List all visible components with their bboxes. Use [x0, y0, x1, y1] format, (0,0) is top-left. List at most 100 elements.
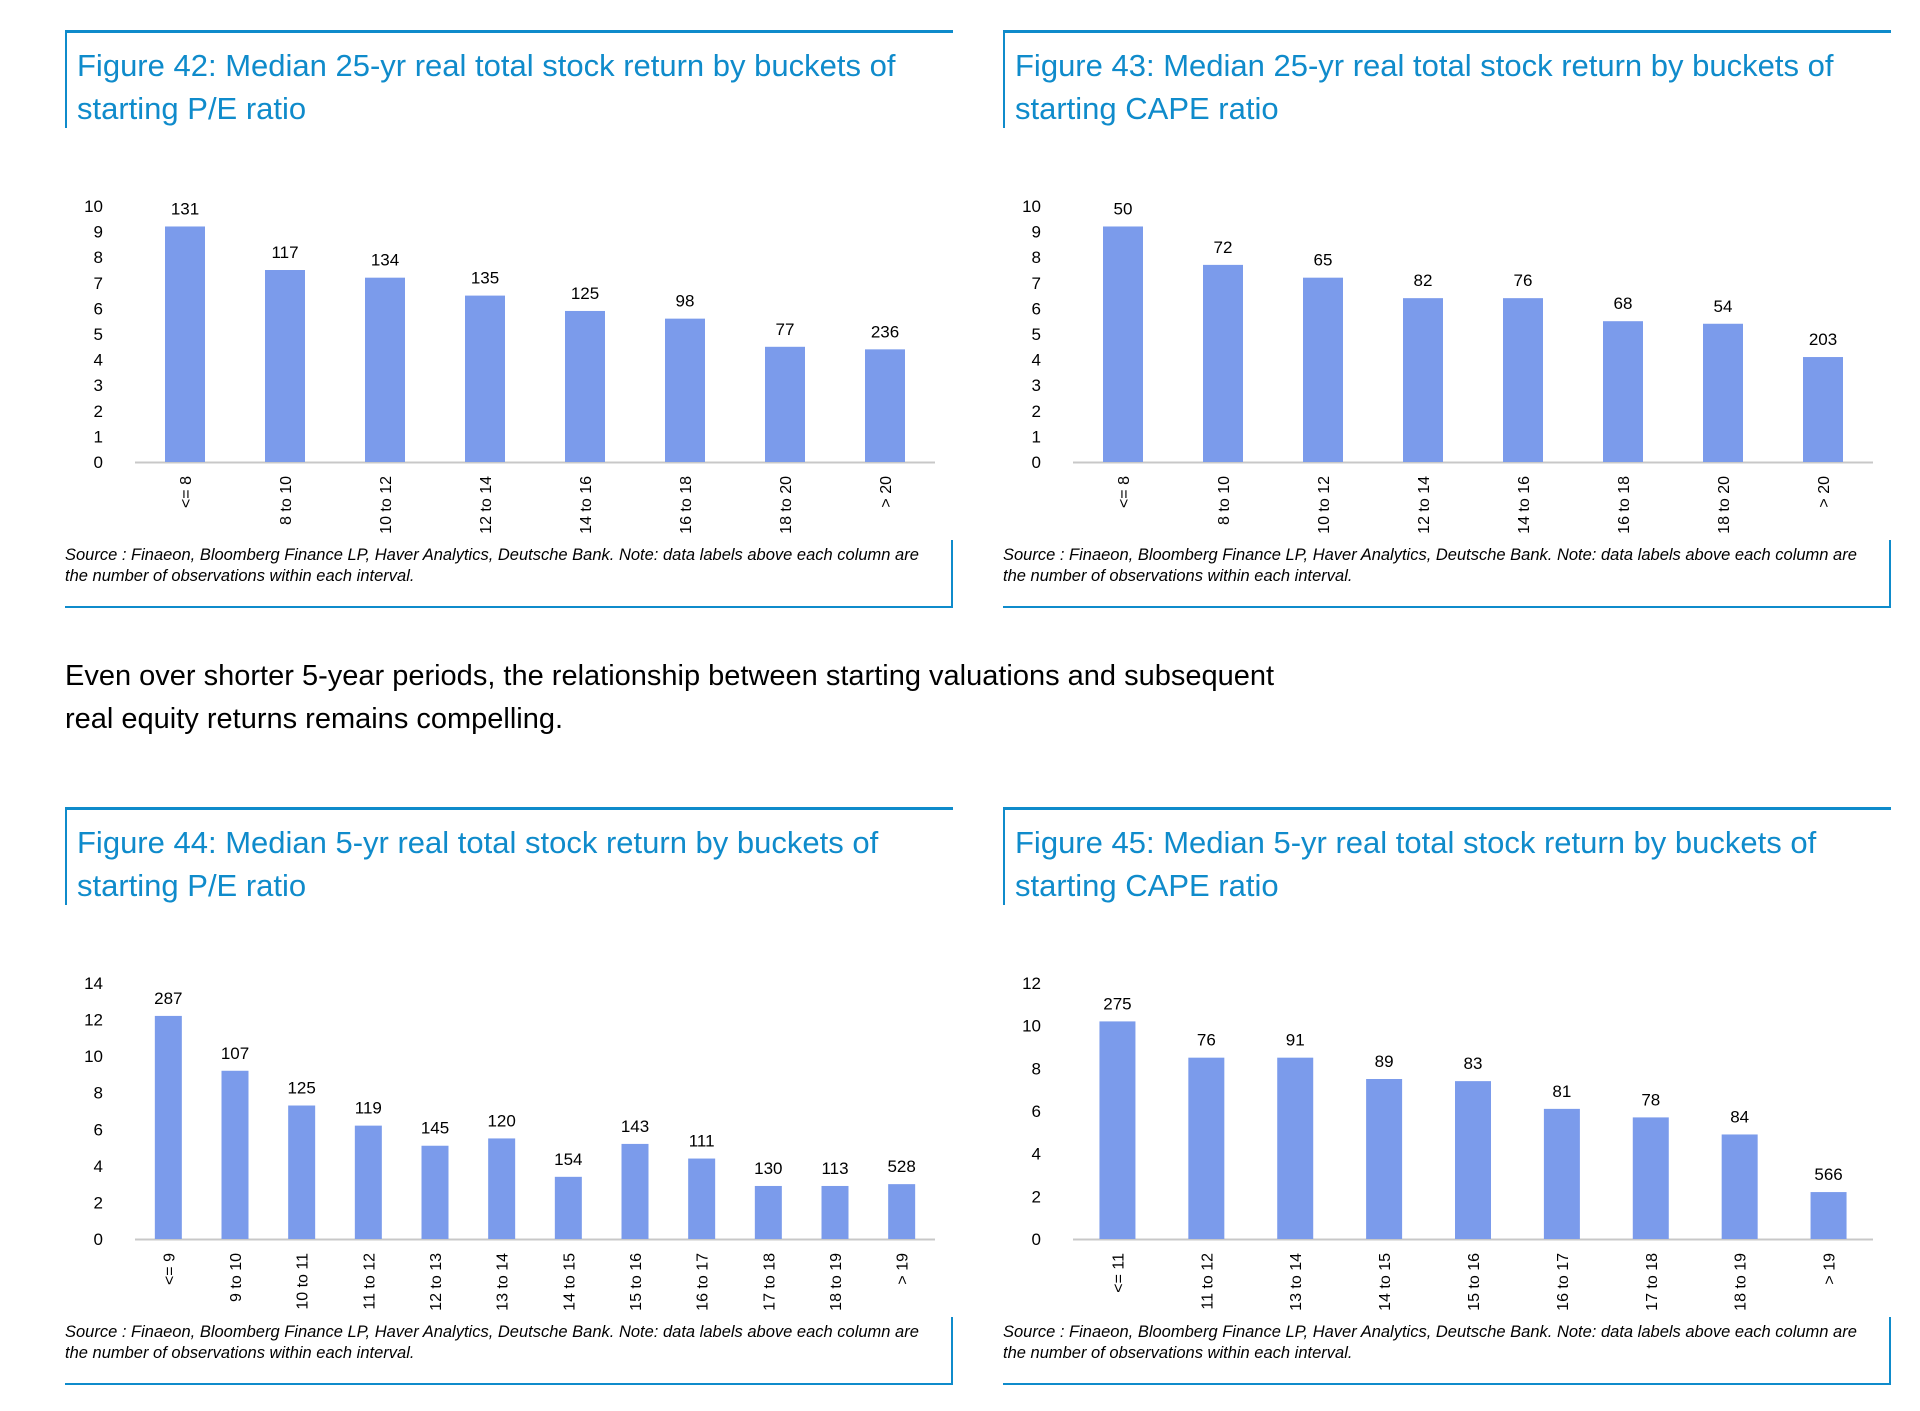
bar [365, 277, 405, 462]
category-label: 15 to 16 [1466, 1253, 1483, 1311]
source-note: Source : Finaeon, Bloomberg Finance LP, … [65, 1323, 919, 1362]
bar [1403, 298, 1443, 462]
bar-chart: 0 1 2 3 4 5 6 7 8 9 10 131 <= 8 117 8 to 10 134 10 to 12… [84, 197, 935, 534]
intro-paragraph: Even over shorter 5-year periods, the re… [65, 660, 1275, 735]
data-label: 82 [1414, 271, 1433, 290]
y-tick-label: 14 [84, 974, 103, 993]
category-label: 16 to 18 [1616, 476, 1633, 534]
data-label: 566 [1814, 1165, 1842, 1184]
y-tick-label: 6 [1032, 299, 1041, 318]
category-label: 12 to 14 [1416, 476, 1433, 534]
source-note: Source : Finaeon, Bloomberg Finance LP, … [1003, 546, 1857, 585]
bar [1632, 1117, 1669, 1239]
y-tick-label: 7 [1032, 274, 1041, 293]
category-label: > 19 [895, 1253, 912, 1285]
data-label: 111 [689, 1132, 715, 1151]
source-note: Source : Finaeon, Bloomberg Finance LP, … [65, 546, 919, 585]
data-label: 89 [1375, 1052, 1394, 1071]
y-tick-label: 5 [1032, 325, 1041, 344]
data-label: 203 [1809, 330, 1837, 349]
y-tick-label: 0 [94, 1230, 103, 1249]
y-tick-label: 2 [94, 1193, 103, 1212]
y-tick-label: 8 [94, 1084, 103, 1103]
category-label: > 19 [1822, 1253, 1839, 1285]
category-label: 17 to 18 [1644, 1253, 1661, 1311]
category-label: 13 to 14 [495, 1253, 512, 1311]
bar [754, 1185, 782, 1239]
category-label: 9 to 10 [228, 1253, 245, 1302]
category-label: 11 to 12 [361, 1253, 378, 1310]
bar-chart: 0 2 4 6 8 10 12 275 <= 11 76 11 to 12 91 13 to 14 89 1… [1022, 974, 1873, 1311]
data-label: 98 [676, 292, 695, 311]
category-label: 16 to 17 [1555, 1253, 1572, 1311]
panel-bottom-rule [65, 1383, 953, 1385]
category-label: 11 to 12 [1199, 1253, 1216, 1310]
data-label: 76 [1197, 1031, 1216, 1050]
bar [888, 1184, 916, 1239]
bar [1503, 298, 1543, 462]
data-label: 130 [754, 1159, 782, 1178]
panel-bottom-rule [1003, 1383, 1891, 1385]
data-label: 81 [1552, 1082, 1571, 1101]
bar [1721, 1134, 1758, 1239]
panel-bottom-rule [65, 606, 953, 608]
bar [765, 346, 805, 462]
data-label: 236 [871, 322, 899, 341]
y-tick-label: 2 [1032, 1187, 1041, 1206]
y-tick-label: 12 [84, 1011, 103, 1030]
category-label: <= 11 [1110, 1253, 1127, 1293]
y-tick-label: 6 [94, 299, 103, 318]
category-label: 10 to 12 [1316, 476, 1333, 534]
y-tick-label: 10 [1022, 197, 1041, 216]
data-label: 54 [1714, 297, 1733, 316]
y-tick-label: 4 [94, 351, 103, 370]
bar [1277, 1057, 1314, 1239]
category-label: 10 to 11 [295, 1253, 312, 1310]
y-tick-label: 4 [1032, 351, 1041, 370]
bar [1366, 1079, 1403, 1239]
figure-43-panel: Figure 43: Median 25-yr real total stock… [1003, 30, 1891, 608]
data-label: 135 [471, 269, 499, 288]
category-label: 14 to 16 [1516, 476, 1533, 534]
category-label: 8 to 10 [278, 476, 295, 525]
bar [488, 1138, 516, 1239]
category-label: > 20 [1816, 476, 1833, 508]
data-label: 134 [371, 251, 399, 270]
y-tick-label: 3 [1032, 376, 1041, 395]
data-label: 107 [221, 1044, 249, 1063]
bar-chart: 0 2 4 6 8 10 12 14 287 <= 9 107 9 to 10 125 10 to 11 1… [84, 974, 935, 1311]
panel-left-rule [1003, 807, 1005, 905]
category-label: 14 to 16 [578, 476, 595, 534]
category-label: 17 to 18 [761, 1253, 778, 1311]
y-tick-label: 2 [1032, 402, 1041, 421]
bar [288, 1105, 316, 1239]
category-label: <= 8 [178, 476, 195, 508]
bar [1188, 1057, 1225, 1239]
data-label: 77 [776, 320, 795, 339]
category-label: 10 to 12 [378, 476, 395, 534]
y-tick-label: 10 [1022, 1017, 1041, 1036]
category-label: <= 9 [161, 1253, 178, 1285]
data-label: 125 [571, 284, 599, 303]
figure-title: Figure 45: Median 5-yr real total stock … [1015, 825, 1817, 903]
panel-top-rule [65, 807, 953, 810]
figure-44-panel: Figure 44: Median 5-yr real total stock … [65, 807, 953, 1385]
data-label: 50 [1114, 199, 1133, 218]
panel-right-rule [951, 540, 953, 606]
category-label: 18 to 20 [1716, 476, 1733, 534]
category-label: 16 to 18 [678, 476, 695, 534]
bar [565, 310, 605, 462]
data-label: 117 [271, 243, 298, 262]
bar [1810, 1192, 1847, 1239]
data-label: 84 [1730, 1107, 1749, 1126]
y-tick-label: 5 [94, 325, 103, 344]
y-tick-label: 9 [94, 223, 103, 242]
figure-42-panel: Figure 42: Median 25-yr real total stock… [65, 30, 953, 608]
data-label: 145 [421, 1119, 449, 1138]
category-label: 18 to 19 [1733, 1253, 1750, 1311]
bar [688, 1158, 716, 1239]
y-tick-label: 8 [1032, 248, 1041, 267]
category-label: 16 to 17 [695, 1253, 712, 1311]
y-tick-label: 3 [94, 376, 103, 395]
panel-right-rule [951, 1317, 953, 1383]
